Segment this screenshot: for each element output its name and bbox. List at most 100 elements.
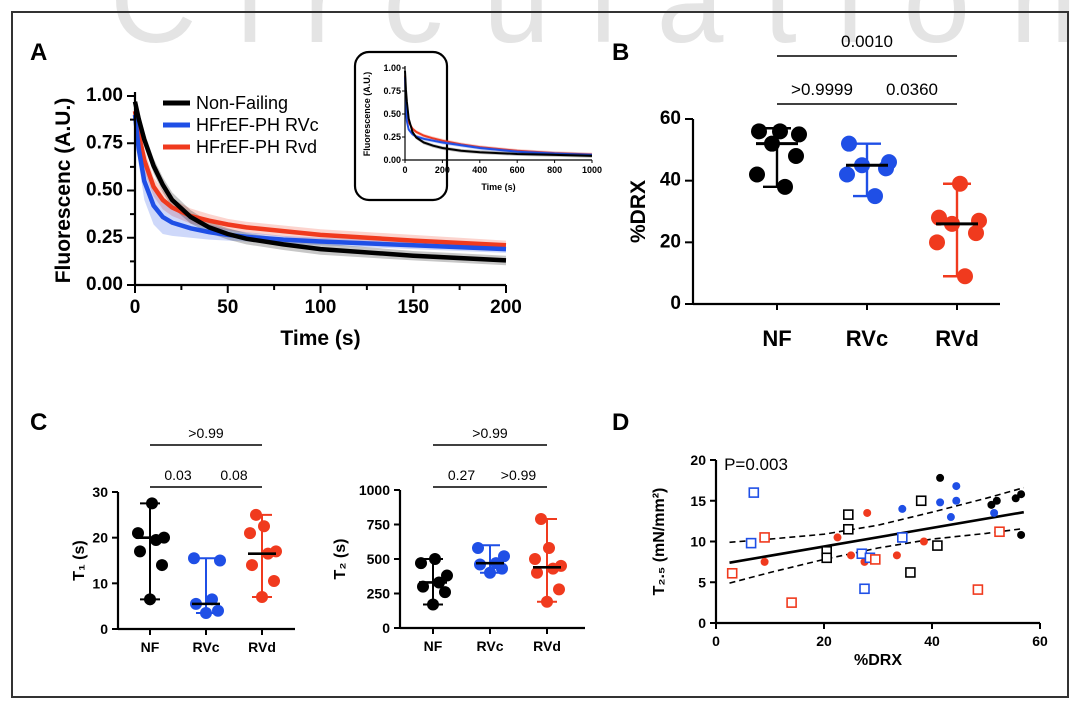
a-y-tick-label: 1.00	[86, 85, 123, 106]
c2-data-point	[553, 583, 565, 595]
a-x-tick-label: 100	[305, 297, 337, 318]
a-y-tick-label: 0.75	[86, 132, 123, 153]
c1-data-point	[212, 605, 224, 617]
inset-y-tick-label: 0.75	[383, 86, 401, 96]
inset-x-tick-label: 0	[402, 165, 407, 175]
d-data-point-open	[917, 496, 926, 505]
inset-x-tick-label: 600	[510, 165, 525, 175]
c2-data-point	[535, 513, 547, 525]
d-data-point-filled	[834, 533, 842, 541]
d-data-point-open	[747, 539, 756, 548]
panel-label-a: A	[30, 39, 47, 66]
d-y-tick-label: 0	[698, 615, 706, 631]
figure: Circulation A B C D 0.000.250.500.751.00…	[0, 0, 1080, 709]
watermark-text: Circulation	[110, 0, 1080, 68]
c2-data-point	[498, 550, 510, 562]
a-x-tick-label: 0	[130, 297, 141, 318]
inset-x-tick-label: 400	[472, 165, 487, 175]
c1-data-point	[214, 555, 226, 567]
c2-y-axis-title: T₂ (s)	[332, 539, 349, 580]
d-data-point-open	[898, 533, 907, 542]
c2-data-point	[474, 559, 486, 571]
b-data-point	[791, 126, 807, 142]
b-y-tick-label: 40	[660, 170, 681, 191]
b-data-point	[971, 213, 987, 229]
inset-x-tick-label: 800	[547, 165, 562, 175]
c2-data-point	[441, 570, 453, 582]
a-y-tick-label: 0.00	[86, 274, 123, 295]
c1-data-point	[144, 593, 156, 605]
c1-y-tick-label: 0	[100, 621, 108, 637]
series-line-1	[135, 115, 506, 249]
c1-data-point	[268, 575, 280, 587]
b-category-label: NF	[762, 326, 791, 351]
c1-p-value: 0.03	[164, 467, 191, 483]
b-data-point	[839, 167, 855, 183]
panel-b-drx-chart: 0 20 40 60 NF RVc RVd 0.0010 >0.9999 0.0360 %DRX	[627, 32, 1000, 351]
d-y-axis-title: T₂.₅ (mN/mm²)	[651, 488, 668, 596]
b-p-value: >0.9999	[791, 80, 853, 99]
panel-label-b: B	[612, 39, 629, 66]
a-x-tick-label: 50	[217, 297, 238, 318]
c2-y-tick-label: 0	[382, 620, 390, 636]
d-data-point-open	[995, 527, 1004, 536]
d-data-point-open	[933, 541, 942, 550]
panel-d-correlation-chart: 051015200 20 40 60P=0.003%DRXT₂.₅ (mN/mm²)	[651, 452, 1048, 669]
c1-data-point	[258, 520, 270, 532]
inset-series-band	[405, 74, 592, 157]
d-data-point-open	[844, 510, 853, 519]
b-y-tick-label: 20	[660, 231, 681, 252]
d-x-axis-title: %DRX	[854, 652, 902, 669]
inset-series-line	[405, 77, 592, 155]
c1-data-point	[146, 497, 158, 509]
inset-series-line	[405, 71, 592, 156]
c1-y-tick-label: 10	[92, 575, 108, 591]
b-data-point	[777, 179, 793, 195]
b-data-point	[772, 123, 788, 139]
b-data-point	[867, 188, 883, 204]
d-data-point-filled	[920, 538, 928, 546]
c1-p-value: >0.99	[188, 425, 224, 441]
c1-data-point	[244, 527, 256, 539]
b-y-axis-title: %DRX	[627, 180, 650, 243]
b-data-point	[788, 148, 804, 164]
panel-c-t1-chart: 0102030NF RVc RVd>0.990.03 0.08T₁ (s)	[71, 425, 295, 655]
panel-a-decay-chart: 0.00 0.25 0.50 0.75 1.00 0 50 100 150 200 Time (s)…	[52, 85, 522, 350]
panel-label-d: D	[612, 409, 629, 436]
b-data-point	[881, 154, 897, 170]
inset-series-line	[405, 75, 592, 154]
b-data-point	[952, 176, 968, 192]
c2-y-tick-label: 250	[367, 586, 391, 602]
b-data-point	[841, 136, 857, 152]
legend-entry: HFrEF-PH Rvd	[196, 137, 317, 157]
d-data-point-filled	[898, 505, 906, 513]
d-x-tick-label: 40	[924, 633, 940, 649]
d-data-point-open	[973, 585, 982, 594]
a-x-tick-label: 200	[490, 297, 522, 318]
inset-y-tick-label: 0.25	[383, 132, 401, 142]
d-data-point-filled	[847, 551, 855, 559]
b-y-tick-label: 60	[660, 108, 681, 129]
c2-p-value: 0.27	[448, 467, 475, 483]
d-data-point-open	[844, 525, 853, 534]
c1-data-point	[134, 545, 146, 557]
c1-data-point	[188, 552, 200, 564]
d-data-point-filled	[863, 509, 871, 517]
b-category-label: RVd	[935, 326, 979, 351]
b-data-point	[929, 234, 945, 250]
b-data-point	[749, 167, 765, 183]
a-x-tick-label: 150	[397, 297, 429, 318]
inset-y-axis-title: Fluorescence (A.U.)	[362, 72, 372, 157]
inset-y-tick-label: 1.00	[383, 63, 401, 73]
b-category-label: RVc	[846, 326, 888, 351]
d-data-point-filled	[893, 551, 901, 559]
c2-data-point	[555, 560, 567, 572]
inset-x-tick-label: 200	[435, 165, 450, 175]
d-data-point-filled	[936, 474, 944, 482]
c2-data-point	[429, 553, 441, 565]
inset-y-tick-label: 0.00	[383, 155, 401, 165]
legend-entry: HFrEF-PH RVc	[196, 115, 319, 135]
c2-y-tick-label: 750	[367, 517, 391, 533]
c1-category-label: RVc	[193, 639, 220, 655]
c2-p-value: >0.99	[472, 425, 508, 441]
